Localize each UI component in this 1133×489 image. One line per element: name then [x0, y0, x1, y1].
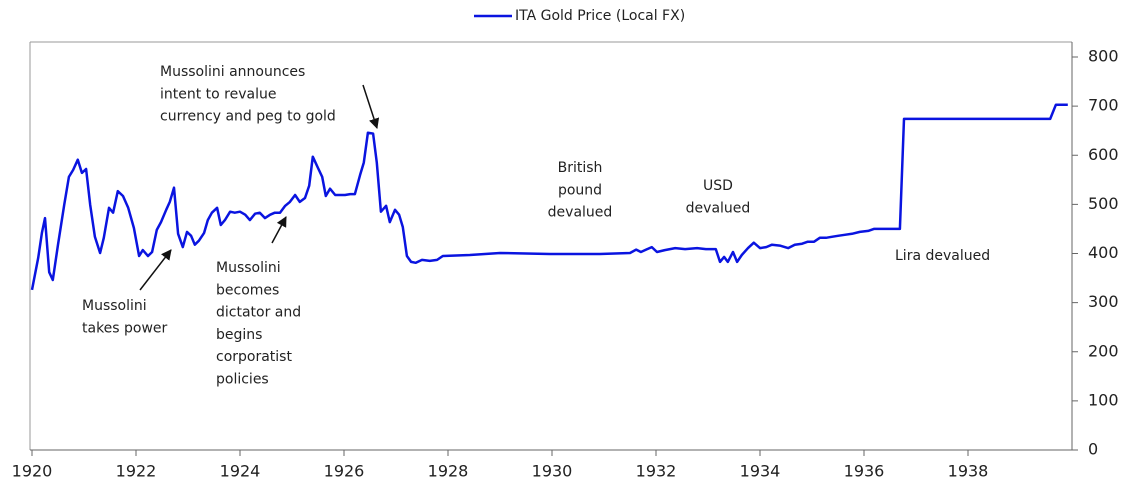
annotation: pound [558, 182, 602, 198]
annotation: policies [216, 372, 269, 388]
y-tick-label: 700 [1088, 96, 1119, 115]
y-tick-label: 800 [1088, 47, 1119, 66]
annotation: USD [703, 178, 733, 194]
annotation: Mussolini [216, 260, 281, 276]
x-tick-label: 1928 [428, 462, 469, 481]
arrow [362, 84, 380, 129]
x-tick-label: 1938 [948, 462, 989, 481]
arrow [139, 249, 172, 291]
annotation: becomes [216, 282, 279, 298]
annotation: takes power [82, 320, 168, 336]
annotation: Lira devalued [895, 248, 990, 264]
annotation: Mussolini announces [160, 64, 305, 80]
y-tick-label: 500 [1088, 194, 1119, 213]
x-tick-label: 1930 [532, 462, 573, 481]
y-tick-label: 400 [1088, 243, 1119, 262]
annotation: British [558, 160, 603, 176]
annotation: intent to revalue [160, 86, 276, 102]
annotation: dictator and [216, 305, 301, 321]
x-tick-label: 1920 [12, 462, 53, 481]
x-tick-label: 1924 [220, 462, 261, 481]
annotation: corporatist [216, 349, 292, 365]
y-tick-label: 100 [1088, 390, 1119, 409]
x-tick-label: 1936 [844, 462, 885, 481]
y-tick-label: 300 [1088, 292, 1119, 311]
annotation: devalued [548, 205, 613, 221]
arrow [271, 216, 287, 244]
y-tick-label: 600 [1088, 145, 1119, 164]
annotation: Mussolini [82, 298, 147, 314]
x-tick-label: 1922 [116, 462, 157, 481]
x-tick-label: 1934 [740, 462, 781, 481]
y-tick-label: 200 [1088, 341, 1119, 360]
data-line [30, 103, 1068, 291]
annotation: devalued [686, 200, 751, 216]
legend-label: ITA Gold Price (Local FX) [515, 8, 685, 24]
annotation: currency and peg to gold [160, 109, 336, 125]
x-tick-label: 1926 [324, 462, 365, 481]
x-tick-label: 1932 [636, 462, 677, 481]
annotation: begins [216, 327, 262, 343]
y-tick-label: 0 [1088, 440, 1098, 459]
